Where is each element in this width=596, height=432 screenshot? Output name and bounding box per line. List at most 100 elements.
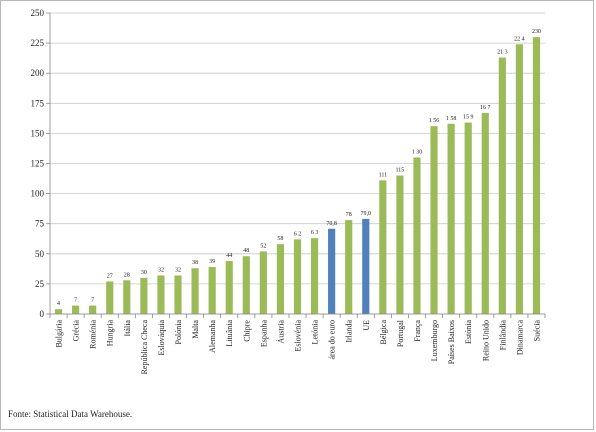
data-label: 38: [192, 260, 198, 266]
x-tick-label: Itália: [123, 320, 132, 337]
x-tick-label: Suécia: [532, 320, 541, 342]
x-tick-label: Eslováquia: [157, 320, 166, 356]
y-tick-label: 0: [40, 309, 45, 319]
x-tick-label: Portugal: [396, 319, 405, 347]
x-tick-label: Malta: [191, 320, 200, 339]
data-label: 15 9: [463, 115, 474, 121]
x-tick-label: Reino Unido: [481, 320, 490, 361]
x-tick-label: Finlândia: [498, 320, 507, 351]
bar: [396, 175, 404, 314]
bar: [345, 220, 353, 314]
bar: [498, 57, 506, 314]
x-tick-label: Luxemburgo: [430, 320, 439, 361]
x-tick-label: Eslovénia: [294, 320, 303, 352]
bar: [413, 157, 421, 314]
y-tick-label: 125: [31, 159, 45, 169]
bar: [293, 239, 302, 314]
y-tick-label: 250: [31, 8, 45, 18]
data-label: 79,0: [361, 211, 372, 217]
x-tick-label: Grécia: [72, 320, 81, 342]
y-tick-label: 100: [31, 189, 45, 199]
x-tick-label: UE: [362, 320, 371, 331]
bar: [447, 123, 455, 314]
data-label: 7: [74, 298, 77, 304]
bar: [72, 305, 80, 314]
bars: [54, 37, 541, 315]
x-tick-label: Letónia: [311, 320, 320, 345]
bar: [174, 275, 182, 314]
x-tick-label: área do euro: [328, 320, 337, 360]
data-label: 32: [175, 267, 181, 273]
bar: [89, 305, 97, 314]
source-note: Fonte: Statistical Data Warehouse.: [8, 409, 133, 419]
y-tick-label: 200: [31, 68, 45, 78]
data-label: 1 56: [429, 118, 440, 124]
bar: [481, 112, 489, 314]
data-labels: 4 7 7 27 28 30 32 32 38 39 44 48 52 58 6 2 6 3 70,8 78 79,…: [57, 29, 541, 307]
data-label: 6 3: [311, 230, 319, 236]
x-tick-label: Hungria: [106, 320, 115, 347]
bar: [379, 180, 387, 314]
x-tick-label: Polónia: [174, 320, 183, 345]
data-label: 48: [243, 248, 249, 254]
data-label: 27: [107, 273, 113, 279]
data-label: 22 4: [514, 36, 525, 42]
y-tick-label: 150: [31, 128, 45, 138]
y-tick-label: 75: [35, 219, 45, 229]
data-label: 230: [532, 29, 541, 35]
data-label: 28: [124, 272, 130, 278]
data-label: 32: [158, 267, 164, 273]
y-tick-label: 225: [31, 38, 45, 48]
bar: [191, 268, 199, 314]
data-label: 1 58: [446, 116, 457, 122]
bar: [242, 256, 250, 314]
bar: [140, 277, 148, 314]
x-tick-label: República Checa: [140, 320, 149, 375]
data-label: 21 3: [497, 50, 508, 56]
bar: [464, 122, 472, 315]
data-label: 16 7: [480, 105, 491, 111]
x-tick-label: Estónia: [464, 320, 473, 344]
x-tick-label: França: [413, 320, 422, 342]
x-tick-label: Bulgária: [55, 320, 64, 348]
bar: [157, 275, 165, 314]
data-label: 115: [396, 168, 405, 174]
y-tick-label: 175: [31, 98, 45, 108]
x-tick-label: Roménia: [89, 320, 98, 349]
bar: [54, 309, 63, 314]
x-tick-label: Irlanda: [345, 320, 354, 343]
data-label: 52: [260, 243, 266, 249]
x-tick-label: Espanha: [259, 320, 268, 348]
bar: [259, 251, 267, 314]
x-tick-label: Áustria: [275, 320, 285, 344]
bar: [430, 126, 438, 315]
data-label: 1 30: [412, 149, 423, 155]
data-label: 44: [226, 253, 232, 259]
x-tick-label: Países Baixos: [447, 320, 456, 364]
bar: [106, 281, 114, 314]
data-label: 30: [141, 270, 147, 276]
y-axis: 0 25 50 75 100 125 150 175 200 225 250: [31, 8, 51, 319]
data-label: 78: [346, 212, 352, 218]
y-tick-label: 25: [35, 279, 45, 289]
bar: [532, 37, 541, 315]
x-tick-label: Chipre: [242, 320, 251, 342]
data-label: 4: [57, 301, 60, 307]
x-tick-label: Alemanha: [208, 320, 217, 353]
bar: [310, 238, 319, 314]
data-label: 70,8: [326, 221, 337, 227]
data-label: 39: [209, 259, 215, 265]
x-tick-label: Lituânia: [225, 320, 234, 347]
bar: [225, 261, 233, 314]
x-axis: Bulgária Grécia Roménia Hungria Itália Repúbl…: [49, 313, 546, 375]
bar: [515, 44, 523, 314]
x-tick-label: Bélgica: [379, 320, 388, 345]
bar: [208, 267, 216, 314]
bar: [276, 244, 285, 314]
data-label: 6 2: [294, 231, 302, 237]
data-label: 111: [379, 172, 388, 178]
data-label: 7: [91, 298, 94, 304]
bar: [362, 218, 370, 314]
